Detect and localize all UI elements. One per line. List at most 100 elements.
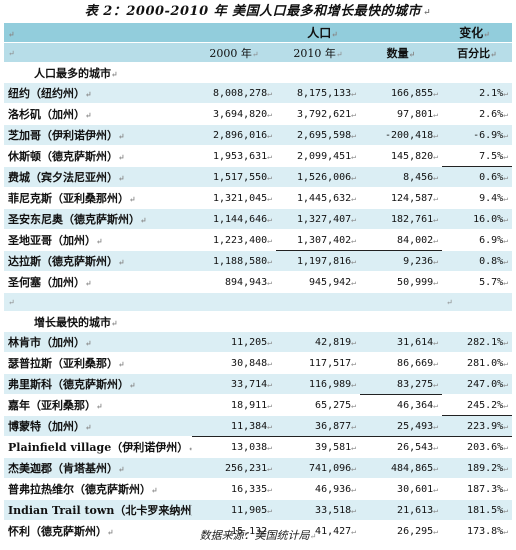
cell-change: -200,418↵ (360, 124, 442, 146)
cell-pct: 181.5%↵ (442, 499, 512, 521)
cell-pop2010-value: 39,581 (315, 441, 352, 453)
return-mark-icon: ↵ (351, 214, 356, 224)
cell-pop2010: 1,445,632↵ (276, 187, 360, 209)
cell-change: 182,761↵ (360, 208, 442, 230)
cell-pop2010: 42,819↵ (276, 331, 360, 353)
return-mark-icon: ↵ (351, 442, 356, 452)
cell-pop2000: 8,008,278↵ (192, 82, 276, 104)
table-row: 怀利（德克萨斯州）↵ 15,132↵ 41,427↵ 26,295↵ 173.8%↵ (4, 520, 512, 542)
return-mark-icon: ↵ (433, 130, 438, 140)
cell-pct-value: 9.4% (479, 192, 504, 204)
table-row: 圣何塞（加州）↵ 894,943↵ 945,942↵ 50,999↵ 5.7%↵ (4, 271, 512, 293)
table-row: 林肯市（加州）↵ 11,205↵ 42,819↵ 31,614↵ 282.1%↵ (4, 331, 512, 353)
section-title: 增长最快的城市 (34, 315, 111, 329)
cell-change: 25,493↵ (360, 415, 442, 437)
cell-pop2010: 2,695,598↵ (276, 124, 360, 146)
cell-city-value: Plainfield village（伊利诺伊州） (8, 441, 189, 454)
return-mark-icon: ↵ (433, 88, 438, 98)
section-title-cell: 人口最多的城市↵ (4, 62, 512, 83)
cell-pct: 281.0%↵ (442, 352, 512, 374)
return-mark-icon: ↵ (483, 29, 490, 39)
cell-pop2000: 18,911↵ (192, 394, 276, 416)
header-2000: 2000 年↵ (192, 42, 276, 63)
cell-pop2010: 1,327,407↵ (276, 208, 360, 230)
cell-city-value: Indian Trail town（北卡罗来纳州） (8, 504, 192, 517)
return-mark-icon: ↵ (351, 193, 356, 203)
cell-pct-value: 245.2% (467, 399, 504, 411)
return-mark-icon: ↵ (503, 526, 508, 536)
cell-pop2000: 894,943↵ (192, 271, 276, 293)
cell-city: 杰美迦郡（肯塔基州）↵ (4, 457, 192, 479)
table-row: 圣安东尼奥（德克萨斯州）↵ 1,144,646↵ 1,327,407↵ 182,761… (4, 208, 512, 230)
header-2000-label: 2000 年 (209, 46, 252, 60)
table-row: 洛杉矶（加州）↵ 3,694,820↵ 3,792,621↵ 97,801↵ 2.6%↵ (4, 103, 512, 125)
cell-change: 84,002↵ (360, 229, 442, 251)
return-mark-icon: ↵ (85, 422, 92, 432)
cell-pct-value: 189.2% (467, 462, 504, 474)
cell-change: 30,601↵ (360, 478, 442, 500)
cell-pop2010: 116,989↵ (276, 373, 360, 395)
cell-pop2000-value: 1,517,550 (212, 171, 268, 183)
return-mark-icon: ↵ (503, 130, 508, 140)
section-header-row: 人口最多的城市↵ (4, 62, 512, 83)
return-mark-icon: ↵ (503, 151, 508, 161)
return-mark-icon: ↵ (267, 172, 272, 182)
return-mark-icon: ↵ (503, 421, 508, 431)
cell-pct: 187.3%↵ (442, 478, 512, 500)
cell-pct-value: 181.5% (467, 504, 504, 516)
return-mark-icon: ↵ (85, 89, 92, 99)
header-blank: ↵ (4, 42, 192, 63)
cell-change-value: 97,801 (397, 108, 434, 120)
cell-city-value: 休斯顿（德克萨斯州） (8, 150, 118, 163)
cell-pop2010: 33,518↵ (276, 499, 360, 521)
return-mark-icon: ↵ (433, 358, 438, 368)
cell-city: 瑟普拉斯（亚利桑那）↵ (4, 352, 192, 374)
cell-change-value: 124,587 (391, 192, 434, 204)
section-header-row: 增长最快的城市↵ (4, 311, 512, 332)
cell-city-value: 圣何塞（加州） (8, 276, 85, 289)
cell-pop2000-value: 1,144,646 (212, 213, 268, 225)
cell-city: 洛杉矶（加州）↵ (4, 103, 192, 125)
return-mark-icon: ↵ (351, 151, 356, 161)
cell-change: 97,801↵ (360, 103, 442, 125)
cell-change: 145,820↵ (360, 145, 442, 167)
return-mark-icon: ↵ (129, 194, 136, 204)
table-row: 纽约（纽约州）↵ 8,008,278↵ 8,175,133↵ 166,855↵ 2.1%… (4, 82, 512, 104)
header-count-label: 数量 (386, 46, 409, 60)
table-row: 弗里斯科（德克萨斯州）↵ 33,714↵ 116,989↵ 83,275↵ 247.0%… (4, 373, 512, 395)
cell-pop2000-value: 11,205 (231, 336, 268, 348)
cell-change: 484,865↵ (360, 457, 442, 479)
return-mark-icon: ↵ (351, 130, 356, 140)
cell-pct: 9.4%↵ (442, 187, 512, 209)
cell-pop2010-value: 1,445,632 (296, 192, 352, 204)
cell-change-value: 9,236 (403, 255, 434, 267)
separator-cell: ↵ (442, 292, 512, 312)
return-mark-icon: ↵ (8, 49, 15, 58)
return-mark-icon: ↵ (267, 337, 272, 347)
cell-city-value: 弗里斯科（德克萨斯州） (8, 378, 129, 391)
return-mark-icon: ↵ (351, 172, 356, 182)
cell-city: 纽约（纽约州）↵ (4, 82, 192, 104)
cell-pop2010: 117,517↵ (276, 352, 360, 374)
cell-pop2010: 39,581↵ (276, 436, 360, 458)
return-mark-icon: ↵ (503, 88, 508, 98)
return-mark-icon: ↵ (267, 463, 272, 473)
cell-change-value: 8,456 (403, 171, 434, 183)
table-row: 费城（宾夕法尼亚州）↵ 1,517,550↵ 1,526,006↵ 8,456↵ 0.6… (4, 166, 512, 188)
return-mark-icon: ↵ (351, 484, 356, 494)
cell-city-value: 博蒙特（加州） (8, 420, 85, 433)
cell-pop2000: 256,231↵ (192, 457, 276, 479)
table-row: 休斯顿（德克萨斯州）↵ 1,953,631↵ 2,099,451↵ 145,820↵ 7… (4, 145, 512, 167)
cell-city: Indian Trail town（北卡罗来纳州）↵ (4, 499, 192, 521)
cell-pop2010-value: 117,517 (309, 357, 352, 369)
cell-pop2000: 30,848↵ (192, 352, 276, 374)
cell-pop2010-value: 1,526,006 (296, 171, 352, 183)
cell-pop2010-value: 42,819 (315, 336, 352, 348)
return-mark-icon: ↵ (331, 29, 338, 39)
table-row: 杰美迦郡（肯塔基州）↵ 256,231↵ 741,096↵ 484,865↵ 189.2… (4, 457, 512, 479)
cell-city: 圣地亚哥（加州）↵ (4, 229, 192, 251)
cell-pop2000: 1,321,045↵ (192, 187, 276, 209)
source-text: 数据来源：美国统计局 (199, 529, 310, 542)
cell-pop2010-value: 36,877 (315, 420, 352, 432)
cell-pct-value: 187.3% (467, 483, 504, 495)
